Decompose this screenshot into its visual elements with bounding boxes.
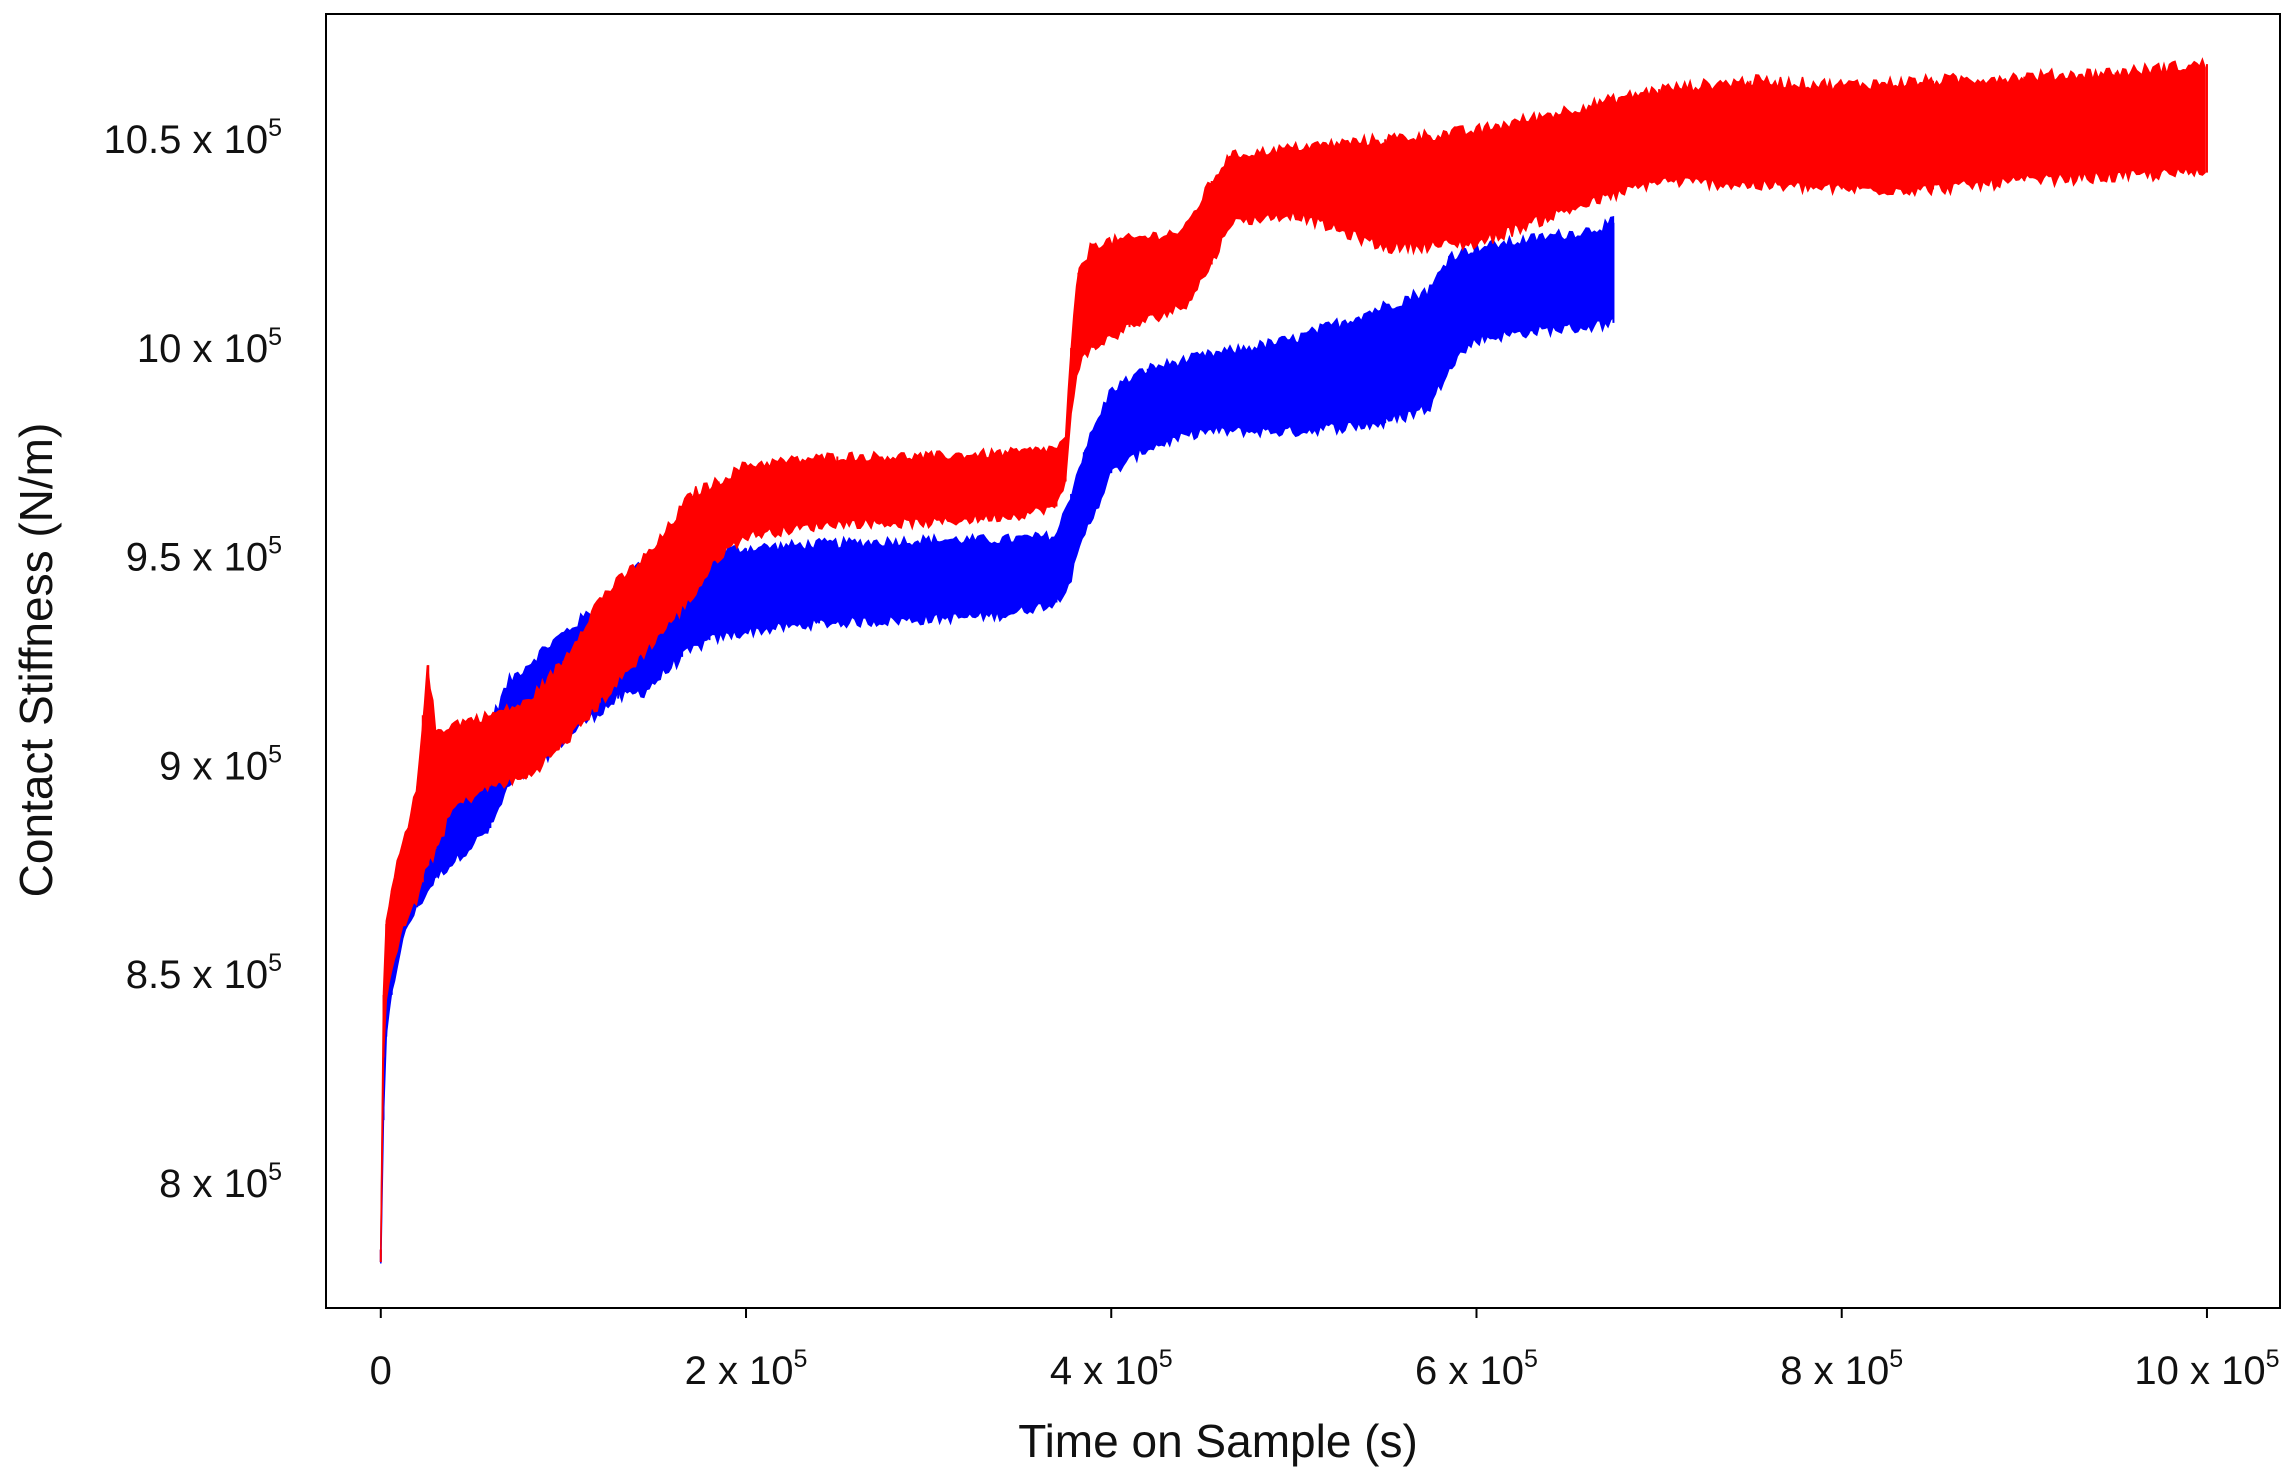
y-axis-ticks: 8 x 105 8.5 x 105 9 x 105 9.5 x 105 10 x 105… bbox=[104, 114, 282, 1206]
series-band-red bbox=[380, 57, 2206, 1260]
plot-frame bbox=[325, 13, 2281, 1309]
x-tick-label: 8 x 105 bbox=[1780, 1345, 1903, 1393]
y-tick-label: 9.5 x 105 bbox=[126, 532, 282, 580]
x-tick-label: 10 x 105 bbox=[2134, 1345, 2279, 1393]
y-axis-title: Contact Stiffness (N/m) bbox=[10, 423, 62, 898]
y-tick-label: 9 x 105 bbox=[159, 740, 282, 788]
series-layer bbox=[379, 57, 2208, 1264]
x-tick-label: 4 x 105 bbox=[1050, 1345, 1173, 1393]
x-tick-label: 0 bbox=[370, 1349, 392, 1393]
x-axis-title: Time on Sample (s) bbox=[1018, 1415, 1418, 1467]
y-tick-label: 8 x 105 bbox=[159, 1158, 282, 1206]
x-tick-label: 2 x 105 bbox=[685, 1345, 808, 1393]
y-tick-label: 10 x 105 bbox=[137, 323, 282, 371]
x-axis-ticks: 0 2 x 105 4 x 105 6 x 105 8 x 105 10 x 105 bbox=[370, 1308, 2280, 1393]
y-tick-label: 8.5 x 105 bbox=[126, 949, 282, 997]
series-red bbox=[379, 57, 2208, 1263]
x-tick-label: 6 x 105 bbox=[1415, 1345, 1538, 1393]
y-tick-label: 10.5 x 105 bbox=[104, 114, 282, 162]
